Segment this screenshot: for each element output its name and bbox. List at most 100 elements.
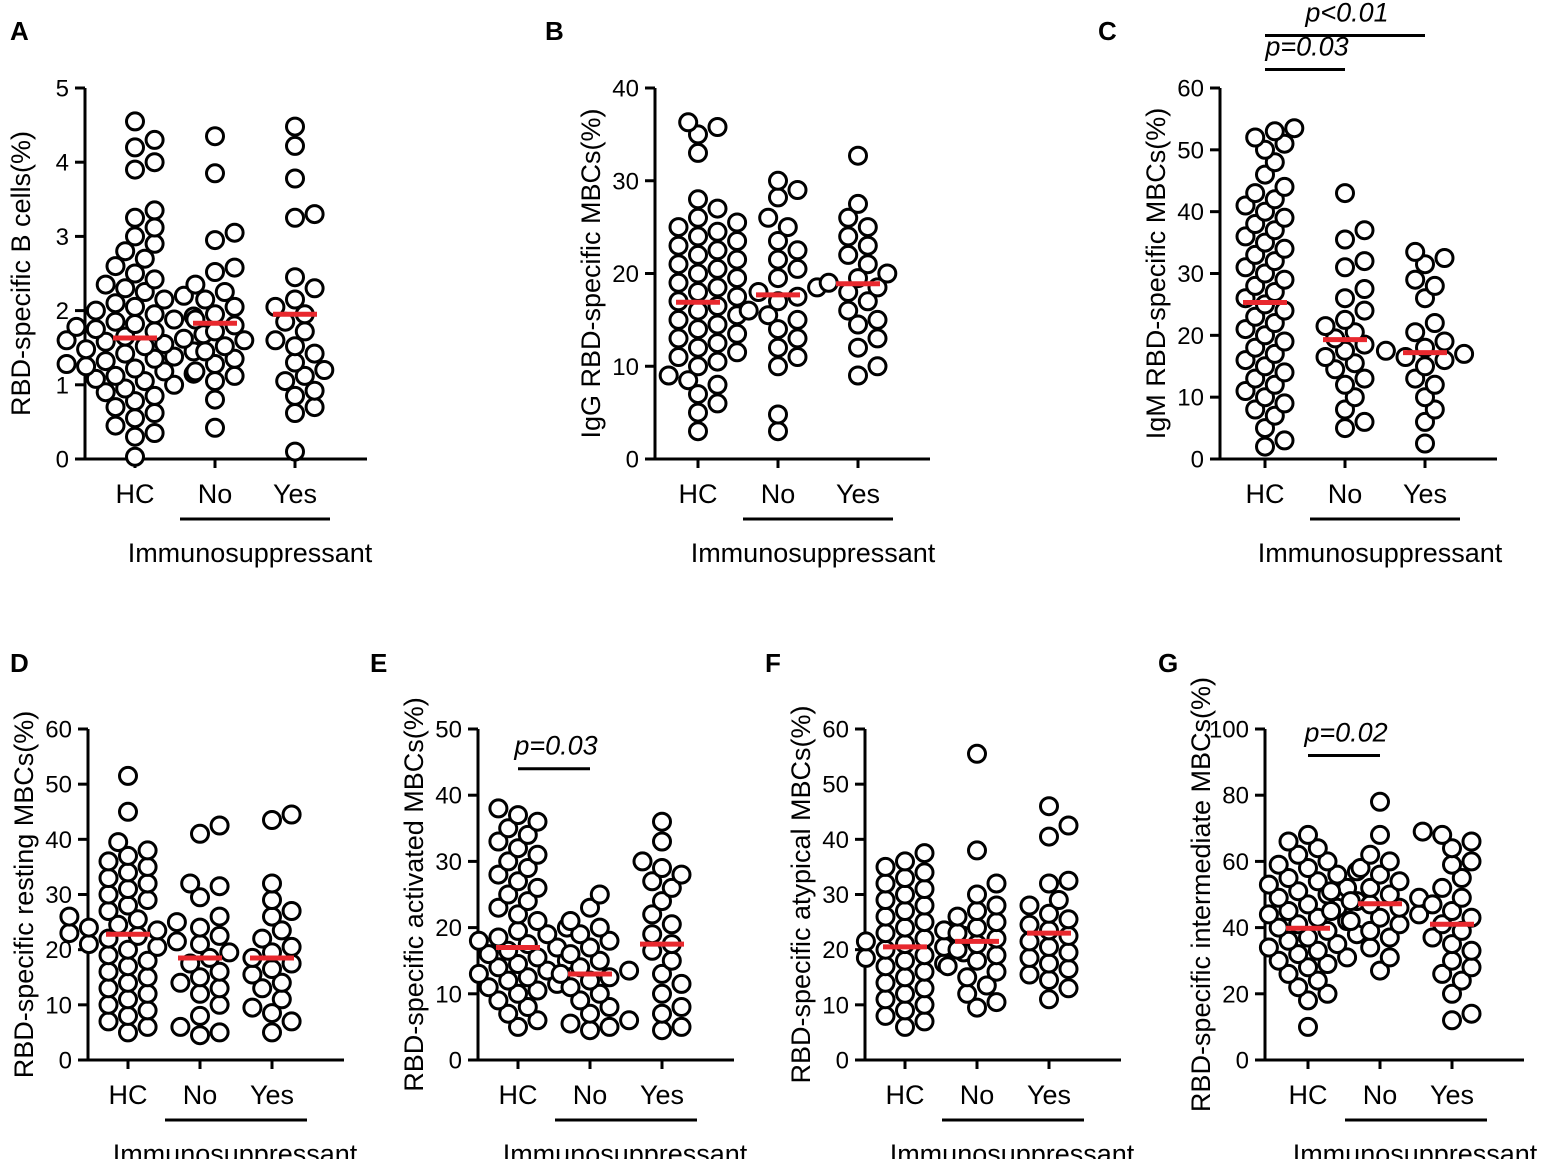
data-point-hc xyxy=(115,278,136,299)
data-point-no xyxy=(1315,347,1336,367)
data-point-no xyxy=(224,296,245,317)
data-point-no xyxy=(209,815,230,836)
data-point-no xyxy=(1335,418,1355,439)
y-tick-label: 10 xyxy=(45,992,72,1019)
data-point-hc xyxy=(144,403,165,423)
y-tick-label: 40 xyxy=(822,827,849,854)
data-point-yes xyxy=(642,924,663,945)
data-point-hc xyxy=(125,391,145,412)
group-label: Immunosuppressant xyxy=(890,1139,1135,1159)
data-point-hc xyxy=(658,365,679,386)
data-point-hc xyxy=(1258,874,1279,895)
data-point-yes xyxy=(1461,831,1482,852)
data-point-hc xyxy=(144,217,165,238)
data-point-hc xyxy=(1288,944,1309,965)
data-point-hc xyxy=(875,956,896,977)
data-point-no xyxy=(1360,920,1381,941)
y-tick-label: 50 xyxy=(45,772,72,799)
category-label-hc: HC xyxy=(679,479,718,509)
data-point-yes xyxy=(1442,950,1462,971)
data-point-hc xyxy=(727,286,748,307)
data-point-hc xyxy=(875,1005,896,1026)
data-point-hc xyxy=(1288,844,1309,865)
data-point-hc xyxy=(134,371,155,392)
y-tick-label: 50 xyxy=(435,717,462,744)
y-tick-label: 0 xyxy=(449,1048,462,1075)
data-point-hc xyxy=(78,917,99,938)
data-point-hc xyxy=(1327,934,1348,955)
data-point-no xyxy=(787,309,808,330)
data-point-hc xyxy=(98,945,119,966)
data-point-no xyxy=(976,975,997,996)
data-point-hc xyxy=(137,856,158,877)
data-point-hc xyxy=(118,765,138,786)
category-label-no: No xyxy=(198,479,233,509)
data-point-no xyxy=(1354,368,1375,389)
data-point-yes xyxy=(838,226,859,247)
data-point-no xyxy=(599,997,620,1017)
data-point-yes xyxy=(867,309,888,330)
data-point-hc xyxy=(688,356,708,377)
category-label-yes: Yes xyxy=(640,1080,684,1110)
data-point-yes xyxy=(1019,947,1040,968)
data-point-yes xyxy=(1058,925,1079,946)
data-point-hc xyxy=(727,342,748,363)
category-label-no: No xyxy=(573,1080,608,1110)
data-point-yes xyxy=(262,873,282,894)
data-point-hc xyxy=(164,346,185,367)
data-point-hc xyxy=(914,912,935,933)
data-point-yes xyxy=(285,116,305,137)
data-point-hc xyxy=(98,994,119,1015)
data-point-hc xyxy=(688,226,708,247)
data-point-hc xyxy=(1298,1016,1318,1037)
data-point-hc xyxy=(895,917,915,938)
data-point-hc xyxy=(895,1000,915,1021)
data-point-yes xyxy=(1461,1003,1482,1024)
data-point-yes xyxy=(857,235,878,256)
data-point-yes xyxy=(1451,868,1472,888)
data-point-hc xyxy=(147,920,168,941)
data-point-yes xyxy=(1019,964,1040,985)
data-point-hc xyxy=(688,244,708,265)
data-point-no xyxy=(190,823,210,844)
y-axis-label: RBD-specific atypical MBCs(%) xyxy=(786,705,816,1083)
data-point-no xyxy=(570,924,591,945)
data-point-no xyxy=(589,917,610,938)
data-point-no xyxy=(1370,907,1390,928)
data-point-yes xyxy=(857,254,878,275)
data-point-no xyxy=(787,347,808,367)
data-point-hc xyxy=(508,954,528,974)
category-label-no: No xyxy=(960,1080,995,1110)
data-point-hc xyxy=(98,884,119,905)
data-point-hc xyxy=(173,328,194,349)
data-point-yes xyxy=(265,330,286,351)
data-point-yes xyxy=(661,914,682,935)
data-point-no xyxy=(768,249,788,270)
data-point-yes xyxy=(285,168,305,189)
data-point-yes xyxy=(1454,343,1475,364)
data-point-hc xyxy=(1307,838,1328,859)
y-tick-label: 10 xyxy=(1177,385,1204,412)
data-point-hc xyxy=(527,1010,548,1031)
data-point-hc xyxy=(508,920,528,941)
data-point-hc xyxy=(508,805,528,826)
category-label-no: No xyxy=(1328,479,1363,509)
data-point-hc xyxy=(144,269,165,290)
data-point-yes xyxy=(1039,796,1059,817)
data-point-yes xyxy=(838,300,859,321)
data-point-no xyxy=(195,341,216,362)
p-value-label: p<0.01 xyxy=(1304,0,1388,27)
data-point-hc xyxy=(85,300,106,321)
data-point-hc xyxy=(895,934,915,955)
data-point-hc xyxy=(707,221,728,242)
data-point-hc xyxy=(498,851,519,872)
panel-G: G 0 20 40 60 80 100 HC No Yes Immunosuppressant RBD… xyxy=(1158,648,1538,1159)
data-point-no xyxy=(1335,374,1355,395)
data-point-no xyxy=(560,944,581,965)
data-point-hc xyxy=(1278,963,1299,984)
data-point-yes xyxy=(1451,970,1472,991)
data-point-hc xyxy=(154,289,175,310)
data-point-yes xyxy=(1432,824,1453,845)
data-point-yes xyxy=(285,385,305,406)
